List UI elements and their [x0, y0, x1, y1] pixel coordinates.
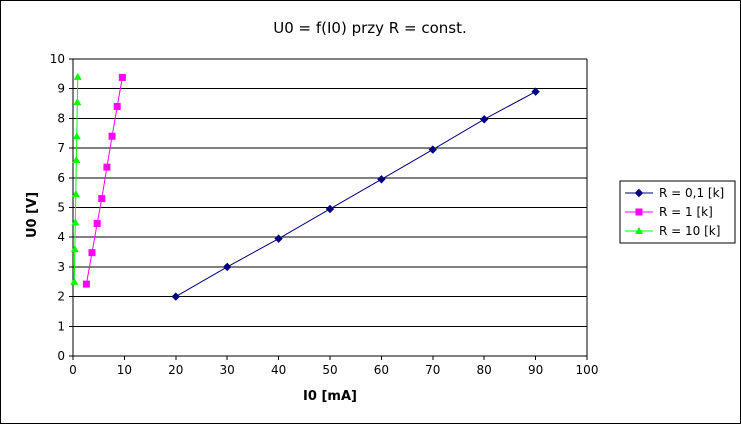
legend-marker — [635, 227, 643, 234]
data-point — [88, 249, 96, 257]
y-tick-label: 2 — [57, 290, 65, 304]
x-axis-label: I0 [mA] — [303, 389, 357, 404]
legend-label: R = 0,1 [k] — [659, 186, 724, 200]
data-point — [72, 132, 81, 140]
data-point — [377, 175, 386, 184]
data-point — [93, 220, 101, 228]
series-layer — [70, 72, 540, 301]
data-point — [73, 98, 82, 106]
data-point — [118, 73, 126, 81]
data-point — [71, 218, 80, 226]
grid — [73, 58, 587, 327]
y-tick-label: 0 — [57, 349, 65, 363]
data-point — [171, 292, 181, 301]
data-point — [479, 115, 489, 124]
legend: R = 0,1 [k] R = 1 [k] R = 10 [k] — [619, 180, 736, 244]
y-tick-label: 9 — [57, 82, 65, 96]
y-tick-label: 8 — [57, 111, 65, 125]
x-tick-label: 40 — [271, 363, 286, 377]
legend-entry: R = 0,1 [k] — [625, 186, 724, 200]
chart-title: U0 = f(I0) przy R = const. — [273, 19, 466, 37]
data-point — [73, 72, 82, 80]
x-tick-label: 70 — [425, 363, 440, 377]
x-tick-label: 20 — [168, 363, 183, 377]
series-line — [85, 77, 123, 285]
legend-marker — [635, 208, 643, 216]
data-point — [113, 103, 121, 111]
y-tick-label: 10 — [50, 52, 65, 66]
data-point — [70, 245, 79, 253]
series-3 — [70, 72, 82, 285]
data-point — [98, 195, 106, 203]
x-tick-label: 100 — [576, 363, 599, 377]
series-line — [175, 91, 536, 298]
x-tick-label: 10 — [117, 363, 132, 377]
data-point — [274, 234, 283, 243]
legend-label: R = 1 [k] — [659, 205, 713, 219]
y-tick-label: 1 — [57, 319, 65, 333]
x-tick-label: 60 — [374, 363, 389, 377]
x-tick-label: 0 — [69, 363, 77, 377]
series-line — [73, 76, 79, 282]
legend-marker — [634, 188, 644, 198]
series-2 — [82, 73, 126, 288]
x-tick-label: 80 — [477, 363, 492, 377]
x-tick-label: 50 — [322, 363, 337, 377]
data-point — [82, 280, 90, 288]
data-point — [103, 163, 111, 171]
legend-entry: R = 1 [k] — [625, 205, 713, 219]
data-point — [428, 145, 438, 154]
y-tick-label: 6 — [57, 171, 65, 185]
data-point — [325, 204, 335, 214]
series-1 — [171, 87, 540, 301]
x-tick-label: 90 — [528, 363, 543, 377]
data-point — [531, 87, 540, 96]
y-axis-label: U0 [V] — [25, 192, 40, 238]
legend-entry: R = 10 [k] — [625, 224, 720, 238]
y-tick-label: 4 — [57, 230, 65, 244]
legend-label: R = 10 [k] — [659, 224, 720, 238]
y-tick-label: 7 — [57, 141, 65, 155]
data-point — [72, 155, 81, 163]
data-point — [70, 277, 79, 285]
data-point — [222, 262, 232, 272]
data-point — [108, 132, 116, 140]
x-tick-label: 30 — [220, 363, 235, 377]
y-tick-label: 3 — [57, 260, 65, 274]
y-tick-label: 5 — [57, 201, 65, 215]
data-point — [71, 190, 80, 198]
